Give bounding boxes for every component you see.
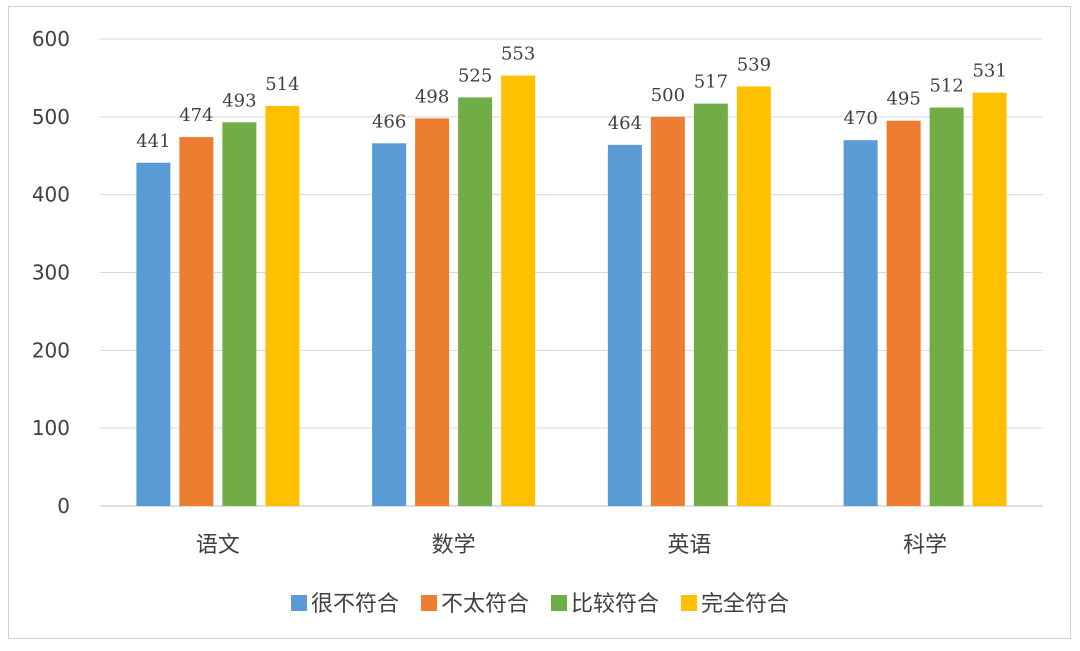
bar bbox=[972, 92, 1007, 506]
data-label: 517 bbox=[694, 72, 728, 93]
bar bbox=[136, 162, 171, 506]
bar bbox=[415, 118, 450, 506]
y-tick-label: 300 bbox=[32, 261, 70, 285]
data-label: 464 bbox=[608, 113, 642, 134]
data-labels: 441 474 493 514 466 498 525 553 464 500 517 539 470 4… bbox=[136, 44, 1007, 152]
data-label: 531 bbox=[972, 61, 1006, 82]
data-label: 474 bbox=[179, 105, 213, 126]
x-tick-label: 科学 bbox=[903, 533, 947, 558]
y-tick-label: 600 bbox=[32, 27, 70, 51]
legend-label: 很不符合 bbox=[311, 592, 399, 617]
y-tick-label: 100 bbox=[32, 416, 70, 440]
data-label: 466 bbox=[372, 111, 406, 132]
legend-label: 不太符合 bbox=[441, 592, 529, 617]
bar bbox=[222, 122, 257, 506]
y-tick-label: 400 bbox=[32, 183, 70, 207]
bar bbox=[843, 140, 878, 506]
data-label: 514 bbox=[265, 74, 299, 95]
y-tick-label: 0 bbox=[57, 494, 70, 518]
data-label: 498 bbox=[415, 86, 449, 107]
bar bbox=[886, 120, 921, 506]
bar bbox=[650, 116, 685, 506]
y-tick-label: 200 bbox=[32, 338, 70, 362]
data-label: 525 bbox=[458, 65, 492, 86]
legend: 很不符合 不太符合 比较符合 完全符合 bbox=[291, 592, 789, 617]
bar bbox=[458, 97, 493, 506]
data-label: 470 bbox=[843, 108, 877, 129]
bar bbox=[501, 75, 536, 506]
x-tick-label: 数学 bbox=[432, 533, 476, 558]
x-tick-label: 英语 bbox=[667, 533, 711, 558]
legend-swatch bbox=[681, 595, 697, 611]
bar bbox=[693, 103, 728, 506]
legend-label: 完全符合 bbox=[701, 592, 789, 617]
data-label: 553 bbox=[501, 44, 535, 65]
y-tick-label: 500 bbox=[32, 105, 70, 129]
gridlines bbox=[100, 38, 1043, 507]
data-label: 512 bbox=[929, 75, 963, 96]
data-label: 493 bbox=[222, 90, 256, 111]
bar bbox=[607, 144, 642, 506]
legend-swatch bbox=[551, 595, 567, 611]
bar bbox=[736, 86, 771, 506]
bar bbox=[372, 143, 407, 506]
data-label: 441 bbox=[136, 131, 170, 152]
bars bbox=[136, 75, 1007, 506]
y-axis: 0 100 200 300 400 500 600 bbox=[32, 27, 70, 518]
bar bbox=[179, 137, 214, 506]
x-axis: 语文 数学 英语 科学 bbox=[196, 533, 947, 558]
data-label: 539 bbox=[737, 54, 771, 75]
legend-swatch bbox=[291, 595, 307, 611]
bar bbox=[929, 107, 964, 506]
legend-label: 比较符合 bbox=[571, 592, 659, 617]
x-tick-label: 语文 bbox=[196, 533, 240, 558]
data-label: 500 bbox=[651, 85, 685, 106]
data-label: 495 bbox=[886, 89, 920, 110]
legend-swatch bbox=[421, 595, 437, 611]
bar bbox=[265, 105, 300, 506]
